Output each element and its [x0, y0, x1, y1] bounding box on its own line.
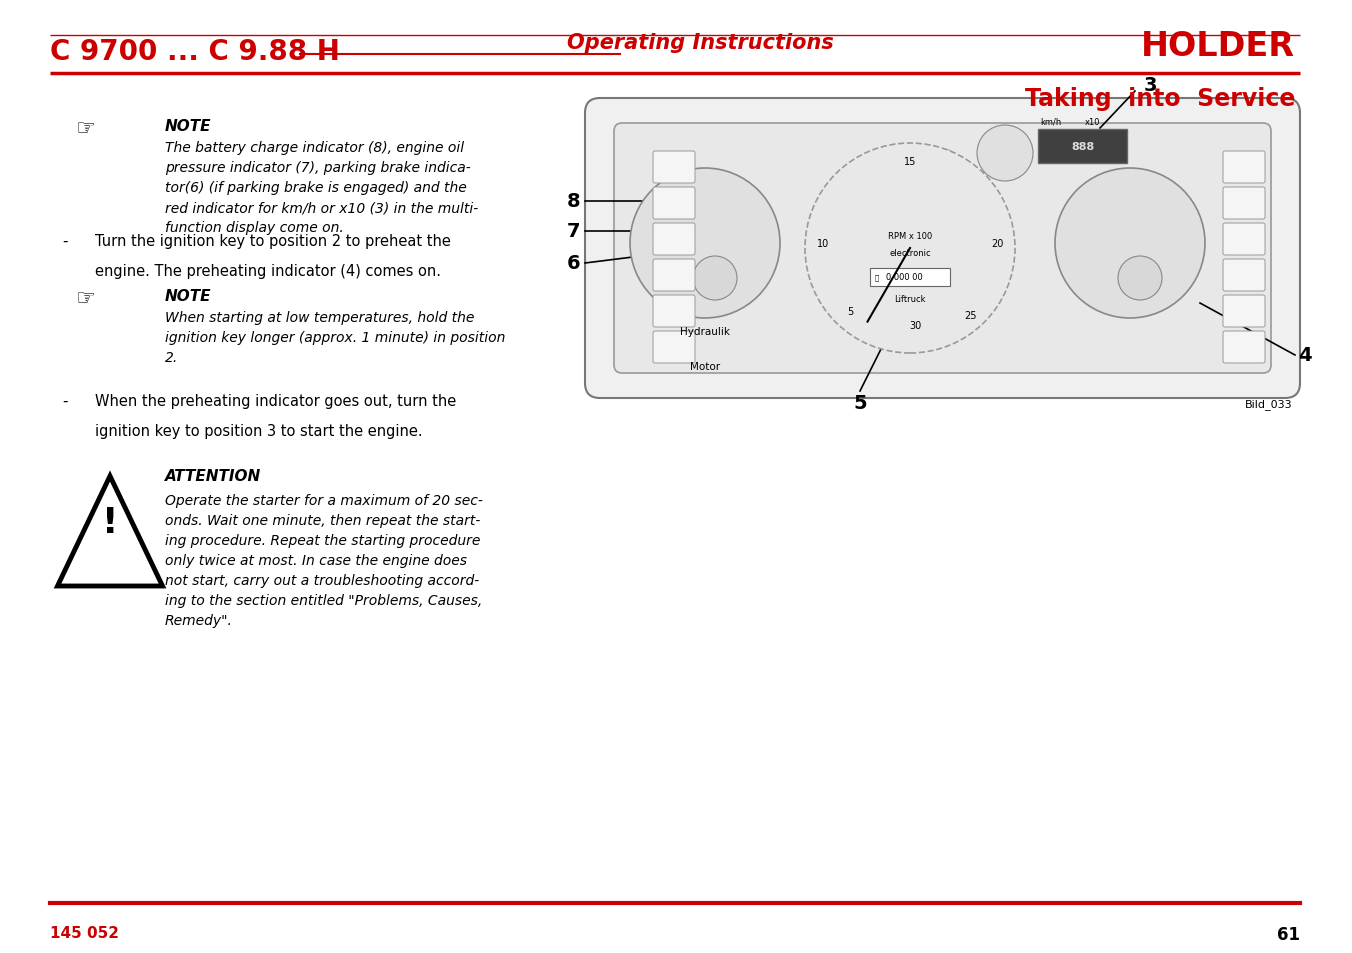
Text: 7: 7 [566, 222, 580, 241]
FancyBboxPatch shape [585, 99, 1301, 398]
Text: Operating Instructions: Operating Instructions [566, 33, 833, 53]
Text: HOLDER: HOLDER [1141, 30, 1295, 64]
FancyBboxPatch shape [653, 224, 695, 255]
Text: !: ! [101, 506, 118, 539]
Text: 145 052: 145 052 [50, 925, 119, 940]
Text: 10: 10 [817, 239, 829, 249]
Text: 6: 6 [566, 254, 580, 274]
FancyBboxPatch shape [1224, 224, 1265, 255]
FancyBboxPatch shape [614, 124, 1271, 374]
Text: Taking  into  Service: Taking into Service [1025, 87, 1295, 111]
Circle shape [804, 144, 1015, 354]
Text: The battery charge indicator (8), engine oil
pressure indicator (7), parking bra: The battery charge indicator (8), engine… [165, 141, 479, 235]
FancyBboxPatch shape [653, 260, 695, 292]
FancyBboxPatch shape [1224, 188, 1265, 220]
FancyBboxPatch shape [1038, 130, 1128, 164]
FancyBboxPatch shape [653, 295, 695, 328]
Text: C 9700 ... C 9.88 H: C 9700 ... C 9.88 H [50, 38, 339, 66]
Text: When the preheating indicator goes out, turn the: When the preheating indicator goes out, … [95, 394, 456, 409]
Text: electronic: electronic [890, 250, 930, 258]
Text: ☞: ☞ [74, 289, 95, 309]
FancyBboxPatch shape [1224, 295, 1265, 328]
Circle shape [1118, 256, 1161, 301]
Text: km/h: km/h [1040, 118, 1061, 127]
FancyBboxPatch shape [653, 332, 695, 364]
Text: -: - [62, 394, 68, 409]
Text: x10: x10 [1086, 118, 1101, 127]
Text: Bild_033: Bild_033 [1244, 398, 1293, 410]
Text: NOTE: NOTE [165, 119, 211, 133]
Circle shape [977, 126, 1033, 182]
Text: 30: 30 [909, 320, 921, 331]
Text: 3: 3 [1144, 76, 1157, 95]
Text: 25: 25 [964, 311, 976, 320]
Text: Turn the ignition key to position 2 to preheat the: Turn the ignition key to position 2 to p… [95, 233, 450, 249]
FancyBboxPatch shape [869, 269, 950, 287]
Text: HOLDER: HOLDER [871, 148, 953, 166]
Circle shape [630, 169, 780, 318]
Text: 4: 4 [1298, 346, 1311, 365]
FancyBboxPatch shape [1224, 152, 1265, 184]
Text: 5: 5 [853, 395, 867, 413]
Text: Operate the starter for a maximum of 20 sec-
onds. Wait one minute, then repeat : Operate the starter for a maximum of 20 … [165, 494, 483, 628]
FancyBboxPatch shape [1224, 332, 1265, 364]
Text: Liftruck: Liftruck [894, 294, 926, 304]
FancyBboxPatch shape [1224, 260, 1265, 292]
Text: 5: 5 [846, 307, 853, 316]
Text: ATTENTION: ATTENTION [165, 469, 261, 483]
Text: 20: 20 [991, 239, 1003, 249]
Circle shape [694, 256, 737, 301]
Text: When starting at low temperatures, hold the
ignition key longer (approx. 1 minut: When starting at low temperatures, hold … [165, 311, 506, 365]
Text: 888: 888 [1071, 142, 1094, 152]
Circle shape [1055, 169, 1205, 318]
FancyBboxPatch shape [653, 188, 695, 220]
Text: 61: 61 [1278, 925, 1301, 943]
Text: 🏁: 🏁 [875, 274, 879, 281]
Text: Motor: Motor [690, 361, 721, 372]
FancyBboxPatch shape [653, 152, 695, 184]
Text: 0 000 00: 0 000 00 [886, 274, 922, 282]
Text: 15: 15 [904, 157, 917, 167]
Text: RPM x 100: RPM x 100 [888, 233, 932, 241]
Text: NOTE: NOTE [165, 289, 211, 304]
Text: Hydraulik: Hydraulik [680, 327, 730, 336]
Text: ☞: ☞ [74, 119, 95, 139]
Text: -: - [62, 233, 68, 249]
Text: ignition key to position 3 to start the engine.: ignition key to position 3 to start the … [95, 423, 423, 438]
Text: engine. The preheating indicator (4) comes on.: engine. The preheating indicator (4) com… [95, 264, 441, 278]
Text: 8: 8 [566, 193, 580, 212]
